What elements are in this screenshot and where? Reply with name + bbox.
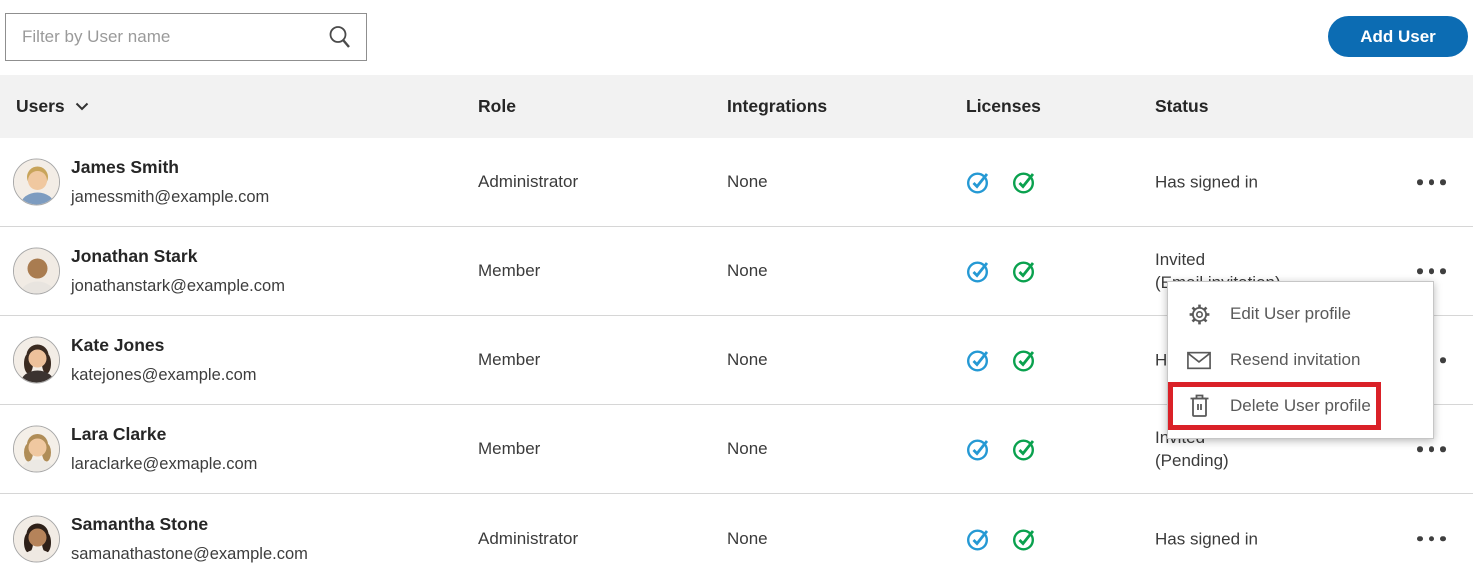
- user-info: Lara Clarke laraclarke@exmaple.com: [71, 424, 257, 474]
- licenses-cell: [966, 526, 1037, 551]
- green-check-icon: [1012, 259, 1037, 284]
- column-header-users[interactable]: Users: [16, 75, 89, 138]
- column-header-licenses: Licenses: [966, 96, 1041, 116]
- filter-box: [5, 13, 367, 61]
- user-info: Kate Jones katejones@example.com: [71, 335, 257, 385]
- role-cell: Member: [478, 350, 541, 369]
- table-row: Samantha Stone samanathastone@example.co…: [0, 494, 1473, 583]
- menu-item-label: Edit User profile: [1230, 304, 1351, 323]
- user-name: Jonathan Stark: [71, 246, 198, 266]
- table-header: Users Role Integrations Licenses Status: [0, 75, 1473, 138]
- licenses-cell: [966, 348, 1037, 373]
- status-line1: Has signed in: [1155, 529, 1259, 548]
- integrations-cell: None: [727, 350, 768, 369]
- role-cell: Administrator: [478, 528, 579, 548]
- user-name: Kate Jones: [71, 335, 165, 355]
- table-row: James Smith jamessmith@example.com Admin…: [0, 138, 1473, 227]
- user-info: Jonathan Stark jonathanstark@example.com: [71, 246, 285, 296]
- column-header-integrations: Integrations: [727, 96, 828, 116]
- user-email: laraclarke@exmaple.com: [71, 455, 258, 473]
- user-name: James Smith: [71, 157, 179, 177]
- user-info: Samantha Stone samanathastone@example.co…: [71, 514, 308, 564]
- role-cell: Member: [478, 439, 541, 458]
- blue-check-icon: [966, 348, 991, 373]
- row-actions-context-menu: Edit User profile Resend invitation: [1167, 281, 1434, 439]
- blue-check-icon: [966, 526, 991, 551]
- user-name: Samantha Stone: [71, 513, 209, 534]
- green-check-icon: [1012, 437, 1037, 462]
- row-actions-menu-button[interactable]: [1417, 535, 1446, 542]
- filter-input[interactable]: [6, 14, 327, 60]
- status-cell: Has signed in: [1155, 527, 1258, 550]
- green-check-icon: [1012, 170, 1037, 195]
- user-email: samanathastone@example.com: [71, 544, 308, 563]
- user-email: katejones@example.com: [71, 366, 257, 384]
- column-header-role: Role: [478, 96, 516, 116]
- user-email: jonathanstark@example.com: [71, 277, 285, 295]
- envelope-icon: [1187, 351, 1211, 370]
- avatar: [13, 515, 60, 562]
- blue-check-icon: [966, 170, 991, 195]
- role-cell: Member: [478, 261, 541, 280]
- licenses-cell: [966, 259, 1037, 284]
- integrations-cell: None: [727, 439, 768, 458]
- search-icon[interactable]: [327, 24, 353, 51]
- status-line1: Has signed in: [1155, 172, 1259, 192]
- row-actions-menu-button[interactable]: [1417, 446, 1446, 452]
- row-actions-menu-button[interactable]: [1417, 179, 1446, 185]
- users-header-label: Users: [16, 96, 65, 116]
- avatar: [13, 158, 60, 206]
- menu-item-delete-user-profile[interactable]: Delete User profile: [1168, 382, 1433, 430]
- user-info: James Smith jamessmith@example.com: [71, 157, 269, 207]
- blue-check-icon: [966, 437, 991, 462]
- row-actions-menu-button[interactable]: [1417, 268, 1446, 274]
- blue-check-icon: [966, 259, 991, 284]
- column-header-status: Status: [1155, 96, 1209, 116]
- status-cell: Has signed in: [1155, 171, 1258, 194]
- integrations-cell: None: [727, 528, 768, 548]
- chevron-down-icon: [75, 102, 89, 111]
- green-check-icon: [1012, 348, 1037, 373]
- gear-icon: [1187, 303, 1211, 326]
- integrations-cell: None: [727, 172, 768, 191]
- licenses-cell: [966, 437, 1037, 462]
- add-user-button[interactable]: Add User: [1328, 16, 1468, 57]
- menu-item-resend-invitation[interactable]: Resend invitation: [1168, 337, 1433, 383]
- avatar: [13, 336, 60, 384]
- menu-item-label: Delete User profile: [1230, 396, 1371, 415]
- avatar: [13, 425, 60, 473]
- avatar: [13, 247, 60, 295]
- user-name: Lara Clarke: [71, 424, 167, 444]
- role-cell: Administrator: [478, 172, 579, 191]
- menu-item-edit-user-profile[interactable]: Edit User profile: [1168, 291, 1433, 337]
- green-check-icon: [1012, 526, 1037, 551]
- menu-item-label: Resend invitation: [1230, 350, 1361, 369]
- trash-icon: [1187, 394, 1211, 418]
- status-line1: Invited: [1155, 250, 1206, 269]
- integrations-cell: None: [727, 261, 768, 280]
- licenses-cell: [966, 170, 1037, 195]
- user-email: jamessmith@example.com: [71, 188, 270, 206]
- status-line2: (Pending): [1155, 451, 1229, 470]
